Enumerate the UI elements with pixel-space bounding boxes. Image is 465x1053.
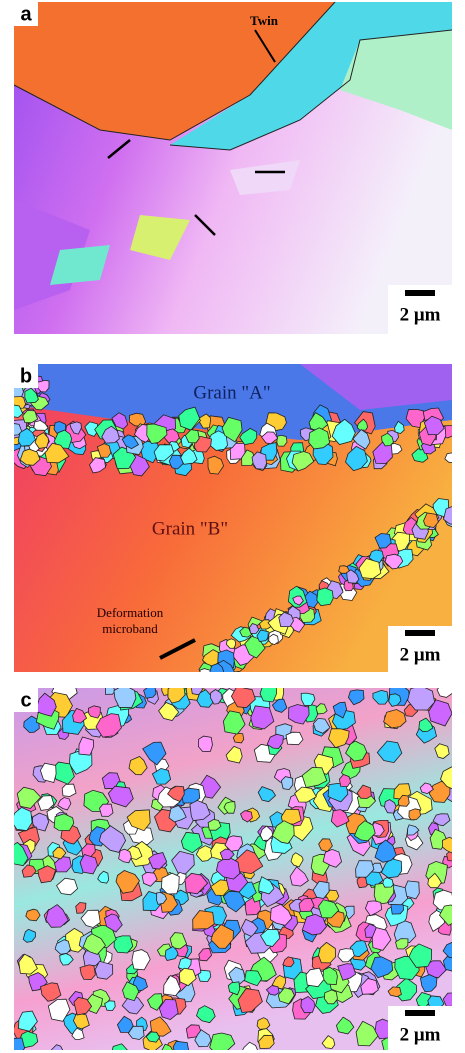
- panel-label: a: [20, 3, 32, 25]
- grain: [80, 855, 97, 874]
- grain: [95, 961, 113, 979]
- grain: [105, 1001, 116, 1011]
- grain: [198, 736, 212, 752]
- grain: [339, 566, 350, 574]
- grain: [405, 881, 419, 899]
- panel-label: c: [20, 689, 31, 711]
- scale-label: 2 μm: [400, 304, 441, 325]
- panel-c-map: [6, 680, 461, 1053]
- annotation: Grain "A": [193, 382, 270, 403]
- grain: [200, 669, 210, 679]
- grain: [8, 1038, 24, 1053]
- scale-label: 2 μm: [400, 1024, 441, 1045]
- panel-a-map: [14, 2, 452, 334]
- grain: [453, 506, 463, 516]
- grain: [324, 990, 337, 1004]
- scale-bar: [405, 290, 435, 296]
- scale-bar: [405, 630, 435, 636]
- grain: [260, 684, 277, 702]
- grain: [105, 683, 115, 694]
- annotation: microband: [102, 621, 158, 636]
- annotation: Grain "B": [152, 518, 228, 539]
- annotation: Twin: [250, 13, 279, 28]
- grain: [383, 878, 394, 888]
- grain: [286, 732, 303, 745]
- grain: [100, 804, 114, 816]
- grain: [8, 424, 22, 436]
- grain: [277, 435, 287, 446]
- grain: [443, 956, 456, 971]
- panel-label: b: [20, 365, 32, 387]
- scale-label: 2 μm: [400, 644, 441, 665]
- figure: Twin a 2 μm Grain "A" Grain "B" Deformat…: [0, 0, 465, 1053]
- grain: [79, 737, 94, 755]
- annotation: Deformation: [97, 605, 164, 620]
- scale-bar: [405, 1010, 435, 1016]
- grain: [317, 588, 333, 606]
- grain: [173, 1041, 189, 1053]
- grain: [444, 506, 462, 525]
- grain: [62, 784, 76, 796]
